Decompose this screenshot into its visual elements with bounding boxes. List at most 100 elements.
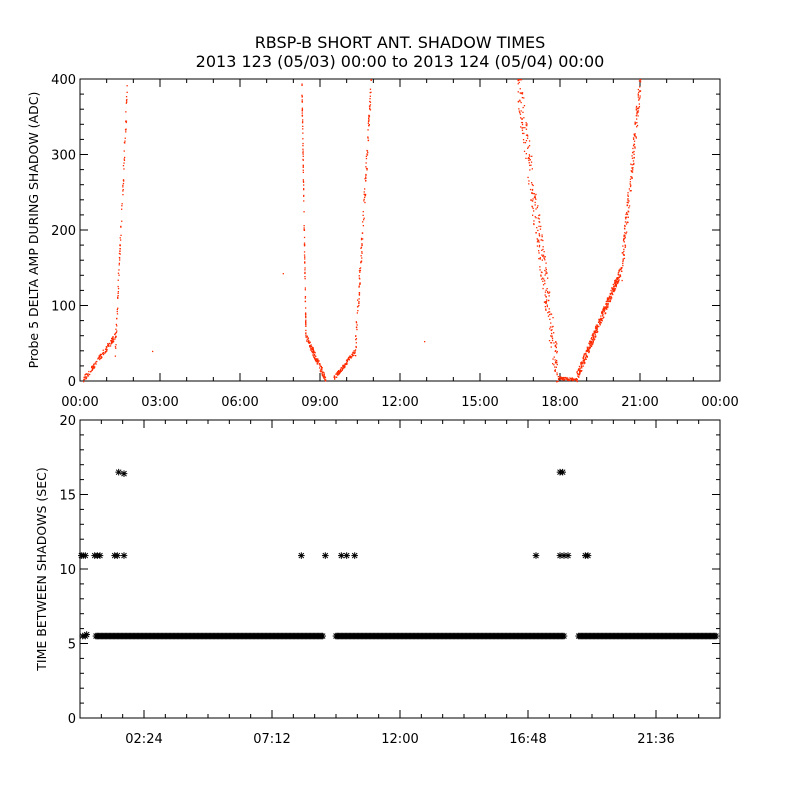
amplitude-point — [528, 183, 530, 185]
amplitude-point — [116, 308, 118, 311]
amplitude-point — [339, 371, 341, 373]
amplitude-point — [370, 79, 372, 81]
amplitude-point — [125, 111, 127, 113]
amplitude-point — [301, 107, 303, 109]
amplitude-point — [367, 136, 369, 138]
amplitude-point — [622, 253, 625, 256]
amplitude-point — [552, 317, 554, 319]
amplitude-point — [635, 105, 638, 108]
interval-point — [560, 632, 568, 640]
amplitude-point — [536, 227, 538, 229]
amplitude-point — [552, 358, 554, 360]
amplitude-point — [520, 117, 522, 119]
amplitude-point — [126, 98, 128, 101]
amplitude-point — [111, 341, 113, 343]
x-tick-label: 16:48 — [509, 732, 546, 747]
y-tick-label: 10 — [59, 563, 76, 578]
amplitude-point — [339, 368, 342, 370]
amplitude-point — [105, 346, 107, 348]
amplitude-point — [304, 297, 306, 299]
amplitude-point — [604, 309, 606, 311]
amplitude-point — [601, 312, 603, 314]
amplitude-point — [576, 378, 578, 380]
amplitude-point — [122, 182, 125, 185]
amplitude-point — [302, 180, 305, 182]
amplitude-point — [115, 323, 117, 326]
amplitude-point — [542, 287, 544, 290]
amplitude-point — [361, 244, 363, 246]
amplitude-point — [542, 248, 544, 251]
amplitude-point — [592, 343, 594, 345]
plot-frame — [79, 78, 721, 382]
amplitude-point — [368, 115, 370, 117]
amplitude-point — [361, 252, 363, 254]
amplitude-point — [122, 165, 125, 167]
amplitude-point — [543, 251, 545, 253]
amplitude-point — [356, 328, 358, 331]
amplitude-point — [625, 213, 627, 215]
interval-point — [120, 470, 128, 477]
amplitude-point — [120, 234, 122, 236]
amplitude-point — [616, 278, 619, 280]
amplitude-point — [536, 245, 539, 247]
amplitude-point — [334, 378, 336, 380]
amplitude-point — [342, 366, 344, 368]
amplitude-point — [545, 309, 547, 311]
amplitude-point — [542, 277, 544, 279]
interval-point — [120, 552, 128, 559]
amplitude-point — [592, 332, 594, 335]
amplitude-point — [564, 379, 566, 381]
amplitude-point — [538, 239, 540, 241]
amplitude-point — [355, 321, 357, 323]
amplitude-point — [84, 378, 86, 380]
amplitude-points — [83, 79, 642, 383]
amplitude-point — [125, 120, 127, 122]
amplitude-point — [554, 370, 556, 372]
x-tick-label: 02:24 — [125, 732, 162, 747]
amplitude-point — [118, 256, 121, 259]
amplitude-point — [612, 289, 615, 291]
amplitude-point — [612, 293, 614, 296]
amplitude-point — [121, 220, 123, 222]
amplitude-point — [322, 371, 324, 373]
amplitude-point — [530, 161, 533, 163]
amplitude-point — [578, 369, 580, 371]
amplitude-point — [628, 207, 630, 209]
amplitude-point — [550, 322, 552, 324]
amplitude-point — [304, 287, 306, 289]
amplitude-point — [344, 365, 346, 368]
amplitude-point — [319, 364, 321, 366]
amplitude-point — [613, 290, 615, 293]
amplitude-point — [542, 246, 544, 248]
amplitude-point — [88, 370, 90, 373]
interval-point — [96, 552, 104, 559]
amplitude-point — [104, 348, 107, 350]
amplitude-point — [305, 336, 307, 338]
amplitude-point — [628, 200, 630, 202]
amplitude-point — [596, 331, 599, 333]
amplitude-point — [307, 338, 309, 340]
amplitude-point — [605, 300, 607, 303]
amplitude-point — [609, 300, 611, 303]
amplitude-point — [363, 191, 365, 193]
amplitude-point — [112, 339, 115, 341]
amplitude-point — [310, 347, 312, 350]
amplitude-point — [115, 347, 117, 349]
amplitude-point — [364, 196, 366, 198]
amplitude-point — [305, 316, 307, 318]
y-tick-label: 200 — [51, 224, 76, 239]
amplitude-point — [302, 155, 304, 157]
amplitude-point — [554, 370, 556, 372]
amplitude-point — [556, 343, 558, 345]
amplitude-point — [634, 133, 636, 135]
amplitude-point — [106, 349, 108, 351]
amplitude-point — [528, 145, 531, 147]
amplitude-point — [624, 224, 626, 227]
amplitude-point — [358, 275, 360, 277]
amplitude-point — [363, 219, 365, 221]
amplitude-point — [369, 109, 372, 111]
amplitude-point — [311, 349, 313, 351]
amplitude-point — [122, 190, 124, 192]
amplitude-point — [532, 207, 534, 210]
amplitude-point — [122, 184, 124, 186]
